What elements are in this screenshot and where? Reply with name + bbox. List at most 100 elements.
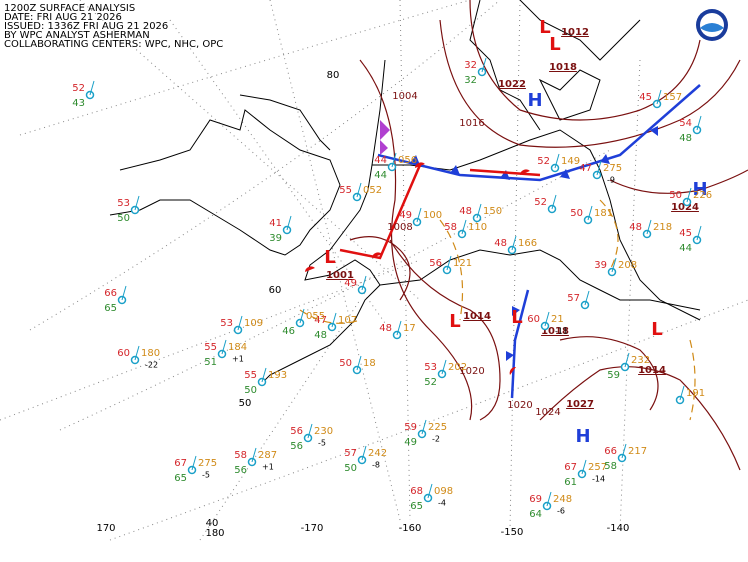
pressure-center-symbol: L [324,247,335,268]
temperature: 60 [117,348,130,359]
pressure-tendency: -4 [438,499,446,508]
wind-barb [696,115,702,131]
station-plot: 46 055 [282,308,325,337]
station-plot: 59 232 [607,352,650,381]
pressure-center-symbol: L [511,307,522,328]
wind-barb [391,152,397,168]
wind-barb [584,290,590,306]
wind-barb [286,215,292,231]
pressure: 242 [368,448,387,459]
station-plot: 50 181 [570,205,613,225]
pressure: 184 [228,342,247,353]
pressure-center-value: 1001 [326,270,354,281]
coastline [109,0,701,386]
pressure: 217 [628,446,647,457]
pressure-tendency: +1 [262,463,274,472]
temperature: 45 [639,92,652,103]
station-plot: 66 58 217 [604,443,647,472]
grid-label: 50 [239,398,252,409]
pressure: 109 [244,318,263,329]
wind-barb [361,445,367,461]
isobar-label: 1020 [507,400,532,411]
temperature: 52 [534,197,547,208]
temperature: 59 [404,422,417,433]
graticule [0,0,748,541]
pressure-tendency: -14 [592,475,605,484]
temperature: 66 [604,446,617,457]
temperature: 57 [344,448,357,459]
temperature: 45 [679,228,692,239]
station-plot: 52 149 [537,153,580,173]
dewpoint: 50 [117,213,130,224]
pressure-center-symbol: L [539,17,550,38]
station-plot: 50 226 [669,187,712,207]
pressure-tendency: -5 [318,439,326,448]
temperature: 53 [117,198,130,209]
wind-barb [89,80,95,96]
dewpoint: 46 [282,326,295,337]
pressure: 21 [551,314,564,325]
temperature: 50 [570,208,583,219]
wind-barb [581,459,587,475]
pressure-center-symbol: H [575,426,590,447]
station-plot: 48 150 [459,203,502,223]
wind-barb [427,483,433,499]
pressure: 230 [314,426,333,437]
grid-label: -170 [301,523,324,534]
temperature: 57 [567,293,580,304]
station-plot: 191 [675,385,705,405]
temperature: 47 [579,163,592,174]
temperature: 52 [72,83,85,94]
pressure: 121 [453,258,472,269]
pressure-tendency: -9 [607,176,615,185]
temperature: 58 [234,450,247,461]
wind-barb [251,447,257,463]
pressure-center-value: 1014 [463,311,491,322]
station-plot: 39 208 [594,257,637,277]
station-plot: 47 275 -9 [579,160,622,185]
pressure: 218 [653,222,672,233]
pressure-tendency: -11 [555,327,568,336]
pressure-center-symbol: L [449,311,460,332]
temperature: 50 [669,190,682,201]
station-plot: 56 56 230 -5 [290,423,333,452]
header: 1200Z SURFACE ANALYSIS DATE: FRI AUG 21 … [4,3,223,50]
grid-label: 40 [206,518,219,529]
dewpoint: 65 [174,473,187,484]
temperature: 48 [459,206,472,217]
temperature: 39 [594,260,607,271]
isobar-label: 1004 [392,91,417,102]
wind-barb [361,275,367,291]
station-plot: 52 [534,194,557,214]
header-line: ISSUED: 1336Z FRI AUG 21 2026 [4,21,168,32]
station-plot: 58 110 [444,219,487,239]
noaa-logo [696,9,728,41]
wind-barb [544,311,550,327]
pressure-center-value: 1024 [671,202,699,213]
temperature: 66 [104,288,117,299]
temperature: 54 [679,118,692,129]
station-plot: 69 64 248 -6 [529,491,572,520]
temperature: 32 [464,60,477,71]
temperature: 52 [537,156,550,167]
warm-front [305,162,541,375]
pressure: 181 [594,208,613,219]
station-plot: 50 18 [339,355,376,375]
station-plot: 59 49 225 -2 [404,419,447,448]
temperature: 41 [269,218,282,229]
station-plot: 55 51 184 +1 [204,339,247,368]
dewpoint: 32 [464,75,477,86]
station-plot: 60 21 -11 [527,311,568,336]
dewpoint: 65 [410,501,423,512]
temperature: 49 [344,278,357,289]
pressure: 149 [561,156,580,167]
wind-barb [237,315,243,331]
wind-barb [587,205,593,221]
isobar-label: 1020 [459,366,484,377]
grid-label: -140 [607,523,630,534]
